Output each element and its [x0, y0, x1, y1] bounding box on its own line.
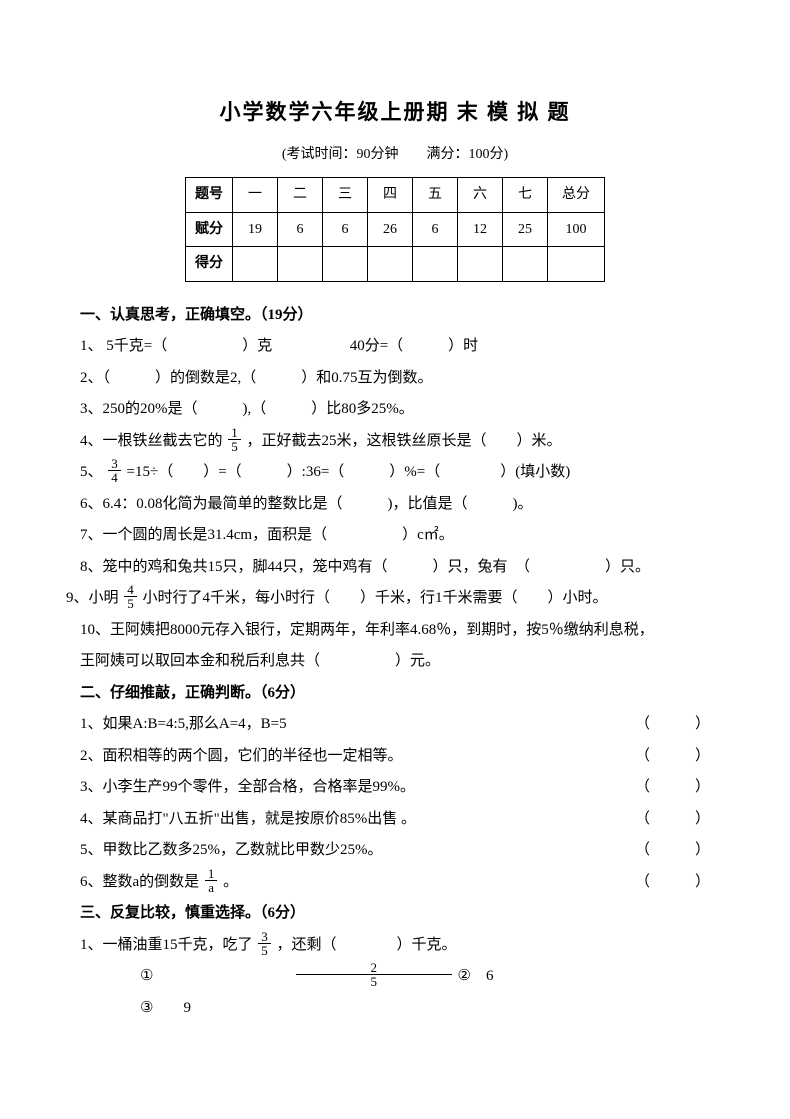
text: 1、如果A:B=4:5,那么A=4，B=5 — [80, 716, 287, 732]
text: 2、面积相等的两个圆，它们的半径也一定相等。 — [80, 748, 403, 764]
section-1-head: 一、认真思考，正确填空。（19分） — [80, 300, 710, 332]
text: ，正好截去25米，这根铁丝原长是（ ）米。 — [247, 433, 562, 449]
section-2-head: 二、仔细推敲，正确判断。（6分） — [80, 678, 710, 710]
text: =15÷（ ）=（ ）:36=（ ）%=（ ）(填小数) — [127, 464, 571, 480]
text: 3、小李生产99个零件，全部合格，合格率是99%。 — [80, 779, 415, 795]
row-label: 得分 — [186, 247, 233, 281]
fraction: 34 — [108, 457, 121, 484]
question: 8、笼中的鸡和兔共15只，脚44只，笼中鸡有（ ）只，兔有 （ ）只。 — [80, 552, 710, 584]
text: 40分=（ ）时 — [350, 338, 478, 354]
col-header: 一 — [233, 178, 278, 212]
question: 6、整数a的倒数是 1a 。 （ ） — [80, 867, 710, 899]
cell — [368, 247, 413, 281]
header-label: 题号 — [186, 178, 233, 212]
text: 6、整数a的倒数是 — [80, 874, 203, 890]
answer-blank: （ ） — [635, 804, 710, 836]
question: 5、 34 =15÷（ ）=（ ）:36=（ ）%=（ ）(填小数) — [80, 457, 710, 489]
fraction: 1a — [205, 867, 218, 894]
text: 小时行了4千米，每小时行（ ）千米，行1千米需要（ ）小时。 — [143, 590, 608, 606]
answer-blank: （ ） — [635, 867, 710, 899]
question: 2、面积相等的两个圆，它们的半径也一定相等。 （ ） — [80, 741, 710, 773]
question: 3、小李生产99个零件，全部合格，合格率是99%。 （ ） — [80, 772, 710, 804]
table-row: 赋分 19 6 6 26 6 12 25 100 — [186, 212, 605, 246]
col-header: 三 — [323, 178, 368, 212]
col-header: 七 — [503, 178, 548, 212]
text: 。 — [223, 874, 238, 890]
fraction: 25 — [296, 961, 452, 988]
question: 9、小明 45 小时行了4千米，每小时行（ ）千米，行1千米需要（ ）小时。 — [66, 583, 710, 615]
answer-blank: （ ） — [635, 835, 710, 867]
question: 4、某商品打"八五折"出售，就是按原价85%出售 。 （ ） — [80, 804, 710, 836]
question: 王阿姨可以取回本金和税后利息共（ ）元。 — [80, 646, 710, 678]
cell — [458, 247, 503, 281]
text: 1、一桶油重15千克，吃了 — [80, 937, 256, 953]
fraction: 45 — [124, 583, 137, 610]
answer-blank: （ ） — [635, 741, 710, 773]
cell — [503, 247, 548, 281]
question: 4、一根铁丝截去它的 15 ，正好截去25米，这根铁丝原长是（ ）米。 — [80, 426, 710, 458]
choice: ② 6 — [458, 961, 608, 993]
cell: 100 — [548, 212, 605, 246]
question: 2、（ ）的倒数是2,（ ）和0.75互为倒数。 — [80, 363, 710, 395]
text: 5、甲数比乙数多25%，乙数就比甲数少25%。 — [80, 842, 383, 858]
cell: 25 — [503, 212, 548, 246]
question: 1、 5千克=（ ）克 40分=（ ）时 — [80, 331, 710, 363]
score-table: 题号 一 二 三 四 五 六 七 总分 赋分 19 6 6 26 6 12 25… — [185, 177, 605, 281]
page-subtitle: (考试时间：90分钟 满分：100分) — [80, 140, 710, 169]
cell: 12 — [458, 212, 503, 246]
text: 4、一根铁丝截去它的 — [80, 433, 226, 449]
text: 9、小明 — [66, 590, 122, 606]
choice: ③ 9 — [140, 993, 290, 1025]
exam-page: 小学数学六年级上册期 末 模 拟 题 (考试时间：90分钟 满分：100分) 题… — [0, 0, 790, 1064]
cell — [323, 247, 368, 281]
col-header: 二 — [278, 178, 323, 212]
col-header: 五 — [413, 178, 458, 212]
col-header: 总分 — [548, 178, 605, 212]
cell — [278, 247, 323, 281]
text: ① — [140, 961, 290, 993]
cell — [413, 247, 458, 281]
cell: 6 — [323, 212, 368, 246]
cell: 6 — [413, 212, 458, 246]
question: 7、一个圆的周长是31.4cm，面积是（ ）c㎡。 — [80, 520, 710, 552]
choices: ① 25 ② 6 ③ 9 — [80, 961, 710, 1024]
col-header: 六 — [458, 178, 503, 212]
fraction: 35 — [258, 930, 271, 957]
col-header: 四 — [368, 178, 413, 212]
page-title: 小学数学六年级上册期 末 模 拟 题 — [80, 90, 710, 134]
question: 1、一桶油重15千克，吃了 35 ，还剩（ ）千克。 — [80, 930, 710, 962]
answer-blank: （ ） — [635, 709, 710, 741]
question: 6、6.4：0.08化简为最简单的整数比是（ )，比值是（ )。 — [80, 489, 710, 521]
text: 5、 — [80, 464, 103, 480]
text: 1、 5千克=（ ）克 — [80, 338, 272, 354]
fraction: 15 — [228, 426, 241, 453]
section-3-head: 三、反复比较，慎重选择。（6分） — [80, 898, 710, 930]
table-row: 得分 — [186, 247, 605, 281]
cell — [233, 247, 278, 281]
cell: 19 — [233, 212, 278, 246]
text: 4、某商品打"八五折"出售，就是按原价85%出售 。 — [80, 811, 416, 827]
table-row: 题号 一 二 三 四 五 六 七 总分 — [186, 178, 605, 212]
answer-blank: （ ） — [635, 772, 710, 804]
cell — [548, 247, 605, 281]
text: ，还剩（ ）千克。 — [277, 937, 457, 953]
cell: 26 — [368, 212, 413, 246]
row-label: 赋分 — [186, 212, 233, 246]
cell: 6 — [278, 212, 323, 246]
choice: ① 25 — [140, 961, 454, 993]
question: 5、甲数比乙数多25%，乙数就比甲数少25%。 （ ） — [80, 835, 710, 867]
question: 10、王阿姨把8000元存入银行，定期两年，年利率4.68％，到期时，按5％缴纳… — [80, 615, 710, 647]
question: 3、250的20%是（ ),（ ）比80多25%。 — [80, 394, 710, 426]
question: 1、如果A:B=4:5,那么A=4，B=5 （ ） — [80, 709, 710, 741]
